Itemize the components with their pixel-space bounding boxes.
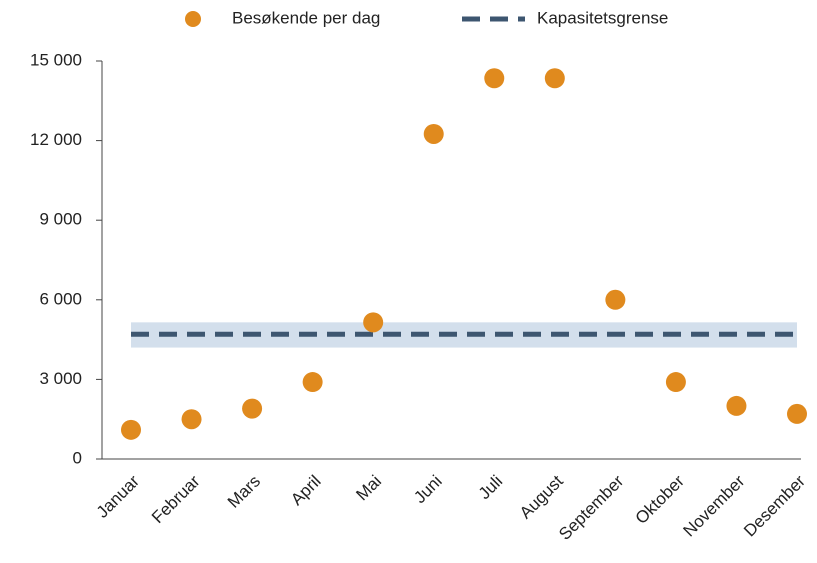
data-point: [787, 403, 807, 424]
legend-label: Besøkende per dag: [232, 8, 380, 27]
y-tick-label: 9 000: [39, 210, 82, 229]
data-point: [544, 68, 565, 89]
data-point: [665, 372, 686, 393]
data-point: [181, 409, 202, 430]
x-tick-label: August: [516, 471, 567, 522]
data-point: [605, 289, 626, 310]
y-tick-label: 0: [73, 448, 82, 467]
x-tick-label: Oktober: [632, 471, 688, 527]
data-point: [302, 372, 323, 393]
legend-marker: [185, 11, 201, 27]
x-tick-label: Mai: [352, 472, 385, 505]
x-tick-label: November: [680, 471, 749, 540]
y-tick-label: 6 000: [39, 289, 82, 308]
x-tick-label: Desember: [740, 471, 809, 540]
data-point: [242, 398, 263, 419]
x-tick-label: Februar: [148, 471, 204, 527]
x-tick-label: Juli: [475, 472, 506, 503]
y-tick-label: 15 000: [30, 50, 82, 69]
data-point: [363, 312, 384, 333]
capacity-band: [131, 322, 797, 348]
x-tick-label: Januar: [93, 471, 143, 521]
x-tick-label: Juni: [410, 472, 445, 507]
y-tick-label: 3 000: [39, 369, 82, 388]
x-tick-label: Mars: [224, 472, 264, 512]
x-tick-label: April: [287, 472, 324, 509]
data-point: [726, 395, 747, 416]
y-tick-label: 12 000: [30, 130, 82, 149]
data-point: [423, 123, 444, 144]
legend-label: Kapasitetsgrense: [537, 8, 668, 27]
data-point: [121, 419, 141, 440]
data-point: [484, 68, 505, 89]
x-tick-label: September: [555, 471, 627, 543]
